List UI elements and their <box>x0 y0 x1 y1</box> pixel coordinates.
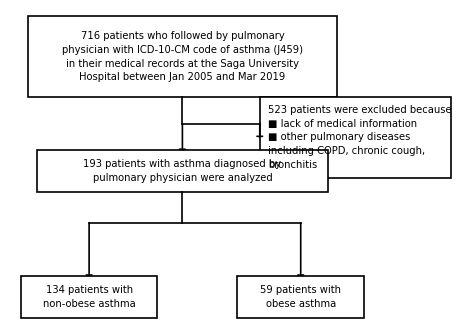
FancyBboxPatch shape <box>37 150 328 192</box>
FancyBboxPatch shape <box>27 16 337 97</box>
Text: 523 patients were excluded because
■ lack of medical information
■ other pulmona: 523 patients were excluded because ■ lac… <box>268 105 452 170</box>
FancyBboxPatch shape <box>260 97 451 178</box>
Text: 59 patients with
obese asthma: 59 patients with obese asthma <box>260 285 341 309</box>
FancyBboxPatch shape <box>21 276 157 318</box>
FancyBboxPatch shape <box>237 276 365 318</box>
Text: 193 patients with asthma diagnosed by
pulmonary physician were analyzed: 193 patients with asthma diagnosed by pu… <box>83 159 282 183</box>
Text: 716 patients who followed by pulmonary
physician with ICD-10-CM code of asthma (: 716 patients who followed by pulmonary p… <box>62 31 303 82</box>
Text: 134 patients with
non-obese asthma: 134 patients with non-obese asthma <box>43 285 136 309</box>
